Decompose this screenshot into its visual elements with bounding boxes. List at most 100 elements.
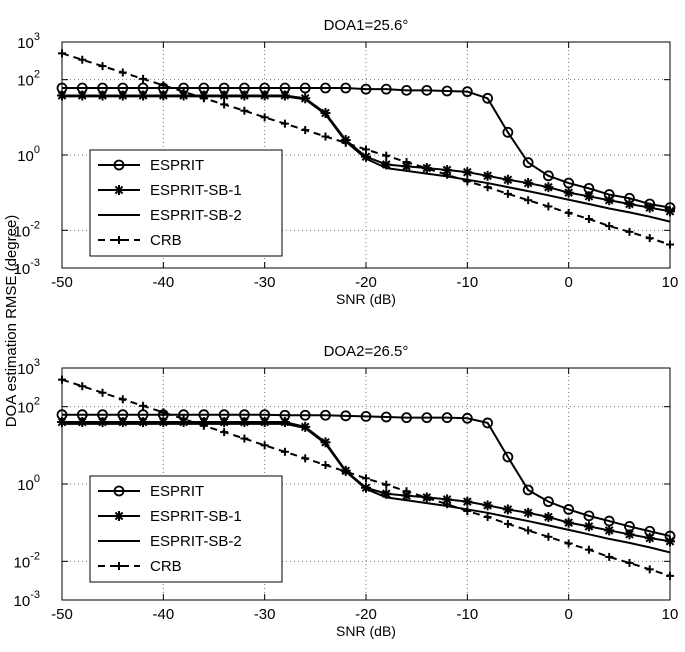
- marker-stroke: [442, 495, 452, 504]
- marker: [402, 487, 411, 496]
- marker: [260, 113, 269, 122]
- marker-stroke: [321, 437, 330, 447]
- marker-stroke: [584, 522, 594, 531]
- marker: [219, 417, 230, 428]
- marker: [482, 170, 493, 181]
- marker: [665, 206, 675, 217]
- marker: [78, 55, 87, 64]
- marker: [199, 421, 208, 430]
- marker: [179, 87, 188, 96]
- marker-stroke: [625, 529, 634, 539]
- marker: [443, 170, 452, 179]
- marker: [604, 525, 615, 536]
- marker: [57, 417, 67, 428]
- marker: [644, 533, 655, 544]
- marker: [341, 138, 350, 147]
- x-tick-label: 0: [564, 274, 572, 291]
- y-tick-label: 102: [17, 69, 40, 90]
- marker: [543, 170, 554, 182]
- marker: [77, 417, 88, 428]
- marker-stroke: [463, 167, 472, 177]
- marker-stroke: [604, 195, 614, 205]
- y-tick-label: 102: [17, 396, 40, 417]
- marker-stroke: [321, 108, 330, 118]
- y-tick-label: 100: [17, 144, 40, 165]
- marker: [117, 417, 128, 428]
- marker-stroke: [584, 192, 594, 201]
- marker: [118, 68, 127, 77]
- marker: [321, 132, 330, 141]
- marker: [441, 85, 453, 97]
- marker: [482, 92, 494, 104]
- marker: [482, 417, 494, 429]
- chart-title: DOA2=26.5°: [324, 343, 409, 360]
- legend-label: ESPRIT: [150, 483, 204, 500]
- marker-stroke: [402, 491, 411, 500]
- marker: [280, 447, 289, 456]
- legend-label: CRB: [150, 558, 182, 575]
- series-line: [62, 422, 671, 554]
- marker: [666, 240, 674, 249]
- marker-stroke: [523, 178, 533, 188]
- marker-stroke: [665, 536, 675, 546]
- marker: [138, 417, 149, 428]
- marker: [502, 451, 514, 463]
- marker: [199, 94, 208, 103]
- marker: [260, 441, 269, 450]
- marker: [360, 411, 372, 422]
- marker-stroke: [483, 171, 492, 181]
- x-tick-label: -40: [152, 274, 174, 291]
- y-tick-label: 103: [17, 31, 40, 52]
- marker: [58, 49, 66, 58]
- y-tick-base: 10: [14, 554, 31, 571]
- marker: [301, 454, 310, 463]
- marker: [502, 504, 513, 515]
- marker: [299, 409, 311, 421]
- marker: [522, 157, 534, 168]
- marker: [139, 74, 148, 83]
- marker: [482, 500, 493, 511]
- legend-label: ESPRIT-SB-2: [150, 207, 242, 224]
- marker: [645, 234, 654, 243]
- y-tick-exponent: 3: [34, 357, 40, 369]
- marker: [462, 167, 473, 178]
- legend-label: ESPRIT-SB-2: [150, 533, 242, 550]
- marker: [605, 552, 614, 561]
- x-axis-label: SNR (dB): [336, 291, 396, 307]
- marker: [543, 512, 554, 523]
- y-tick-base: 10: [17, 73, 34, 90]
- marker: [563, 187, 574, 198]
- marker: [58, 375, 66, 384]
- marker: [645, 565, 654, 574]
- y-tick-exponent: -2: [30, 550, 40, 562]
- marker-stroke: [665, 206, 675, 216]
- x-tick-label: 10: [662, 606, 679, 623]
- marker: [320, 108, 331, 119]
- marker-stroke: [645, 533, 655, 543]
- x-tick-label: -20: [355, 606, 377, 623]
- marker: [360, 83, 372, 95]
- legend-marker: [114, 185, 124, 195]
- marker: [139, 401, 148, 410]
- marker: [583, 510, 595, 522]
- marker: [321, 461, 330, 470]
- y-tick-base: 10: [14, 223, 31, 240]
- y-tick-exponent: 2: [34, 69, 40, 81]
- marker: [625, 558, 634, 567]
- marker: [341, 467, 350, 476]
- marker: [502, 126, 514, 138]
- legend-marker: [115, 562, 123, 570]
- marker-stroke: [645, 203, 655, 212]
- marker: [523, 507, 534, 518]
- y-tick-base: 10: [17, 361, 34, 378]
- marker: [583, 521, 594, 532]
- marker: [78, 382, 87, 391]
- x-tick-label: 0: [564, 606, 572, 623]
- x-tick-label: -50: [51, 606, 73, 623]
- marker: [524, 196, 533, 205]
- y-tick-label: 10-2: [14, 550, 40, 571]
- marker: [461, 412, 473, 424]
- marker: [522, 484, 534, 496]
- y-tick-label: 100: [17, 473, 40, 494]
